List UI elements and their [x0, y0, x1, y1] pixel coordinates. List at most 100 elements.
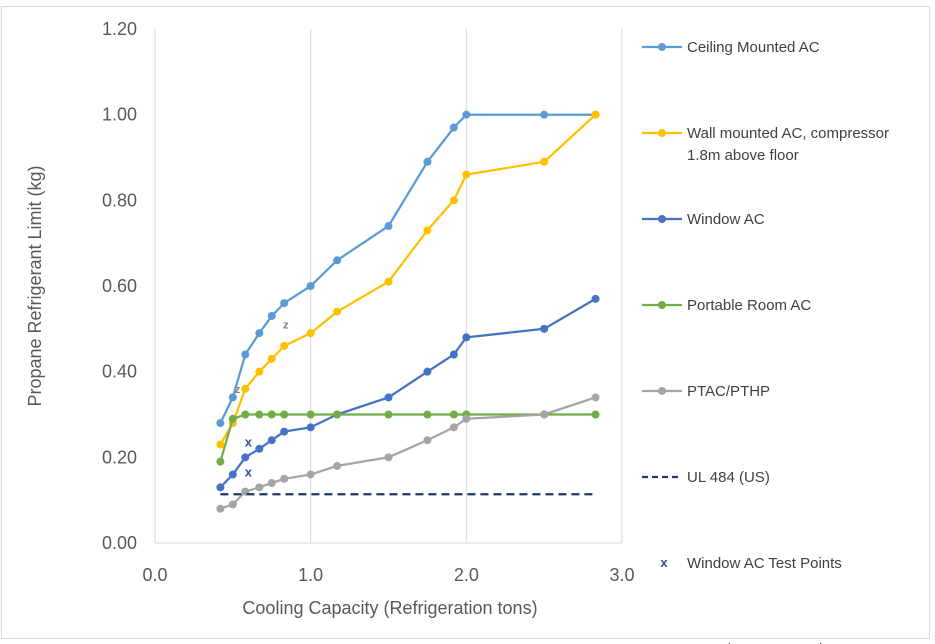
- test-point-marker: x: [245, 434, 253, 449]
- data-point: [462, 110, 471, 119]
- legend-item-ptac-pthp-test-points: zPTAC/PTHP test points: [687, 641, 842, 644]
- data-point: [462, 333, 471, 342]
- data-point: [306, 423, 315, 432]
- series-ptac-pthp: [216, 393, 600, 513]
- data-point: [333, 256, 342, 265]
- y-axis-title: Propane Refrigerant Limit (kg): [25, 165, 45, 406]
- legend-label-line: 1.8m above floor: [687, 147, 799, 164]
- data-point: [591, 294, 600, 303]
- series-window-ac-test-points: xx: [245, 434, 253, 479]
- y-tick-label: 1.20: [102, 19, 137, 39]
- test-point-marker: x: [245, 464, 253, 479]
- legend-label: Wall mounted AC, compressor 1.8m above fl…: [687, 125, 889, 164]
- data-point: [255, 329, 264, 338]
- data-point: [267, 479, 276, 488]
- data-point: [540, 157, 549, 166]
- y-tick-label: 1.00: [102, 105, 137, 125]
- x-tick-label: 2.0: [454, 565, 479, 585]
- data-point: [384, 222, 393, 231]
- legend-label-line: UL 484 (US): [687, 469, 770, 486]
- data-point: [267, 311, 276, 320]
- data-point: [216, 457, 225, 466]
- legend-label-line: Wall mounted AC, compressor: [687, 125, 889, 142]
- data-point: [306, 282, 315, 290]
- data-point: [423, 436, 432, 445]
- data-point: [267, 410, 276, 419]
- y-tick-label: 0.60: [102, 276, 137, 296]
- legend-label-line: Portable Room AC: [687, 297, 811, 314]
- legend-item-wall-mounted-ac-compressor-1-8m-above-floor: Wall mounted AC, compressor 1.8m above fl…: [642, 125, 889, 164]
- data-point: [255, 444, 264, 453]
- legend-label: Window AC: [687, 211, 765, 228]
- x-tick-label: 0.0: [142, 565, 167, 585]
- y-tick-label: 0.20: [102, 447, 137, 467]
- series-ptac-pthp-test-points: zz: [235, 320, 289, 396]
- data-point: [462, 170, 471, 179]
- data-point: [280, 410, 289, 419]
- legend-marker-swatch: [658, 129, 666, 137]
- data-point: [228, 393, 237, 402]
- data-point: [228, 500, 237, 509]
- data-point: [449, 410, 458, 419]
- data-point: [384, 410, 393, 419]
- legend-item-window-ac-test-points: x Window AC Test Points: [660, 555, 841, 572]
- data-point: [255, 410, 264, 419]
- data-point: [241, 410, 250, 419]
- data-point: [255, 367, 264, 376]
- test-point-marker: z: [283, 320, 289, 332]
- data-point: [216, 504, 225, 513]
- chart-frame: [1, 6, 930, 639]
- data-point: [384, 393, 393, 402]
- data-point: [449, 123, 458, 132]
- data-point: [591, 393, 600, 402]
- data-point: [333, 410, 342, 419]
- data-point: [540, 110, 549, 119]
- legend-label-line: Ceiling Mounted AC: [687, 39, 820, 56]
- data-point: [255, 483, 264, 492]
- y-tick-label: 0.40: [102, 362, 137, 382]
- data-point: [241, 384, 250, 393]
- legend: Ceiling Mounted AC Wall mounted AC, compr…: [642, 39, 889, 644]
- y-tick-label: 0.00: [102, 533, 137, 553]
- data-point: [540, 410, 549, 419]
- data-point: [591, 110, 600, 119]
- data-point: [449, 350, 458, 359]
- legend-label-line: PTAC/PTHP test points: [687, 641, 842, 644]
- legend-marker-swatch: [658, 215, 666, 223]
- legend-label: UL 484 (US): [687, 469, 770, 486]
- data-point: [449, 423, 458, 432]
- x-tick-label: 3.0: [609, 565, 634, 585]
- data-point: [384, 453, 393, 462]
- data-point: [423, 226, 432, 235]
- legend-item-ceiling-mounted-ac: Ceiling Mounted AC: [642, 39, 820, 56]
- data-point: [228, 470, 237, 479]
- x-tick-label: 1.0: [298, 565, 323, 585]
- legend-marker-swatch: [658, 387, 666, 395]
- data-point: [423, 410, 432, 419]
- data-point: [280, 341, 289, 350]
- legend-item-window-ac: Window AC: [642, 211, 765, 228]
- data-point: [306, 410, 315, 419]
- data-point: [280, 427, 289, 436]
- data-point: [591, 410, 600, 419]
- legend-label: PTAC/PTHP: [687, 383, 770, 400]
- legend-item-portable-room-ac: Portable Room AC: [642, 297, 811, 314]
- legend-marker-swatch: [658, 301, 666, 309]
- data-point: [333, 307, 342, 316]
- test-point-marker: z: [235, 384, 241, 396]
- legend-label-line: Window AC Test Points: [687, 555, 842, 572]
- data-point: [306, 329, 315, 338]
- data-point: [267, 436, 276, 445]
- data-point: [216, 440, 225, 449]
- data-point: [540, 324, 549, 333]
- data-point: [241, 350, 250, 359]
- data-point: [462, 414, 471, 423]
- data-point: [423, 367, 432, 376]
- data-point: [228, 414, 237, 423]
- series-portable-room-ac: [216, 410, 600, 466]
- data-point: [241, 453, 250, 462]
- legend-label: Window AC Test Points: [687, 555, 842, 572]
- data-point: [333, 461, 342, 470]
